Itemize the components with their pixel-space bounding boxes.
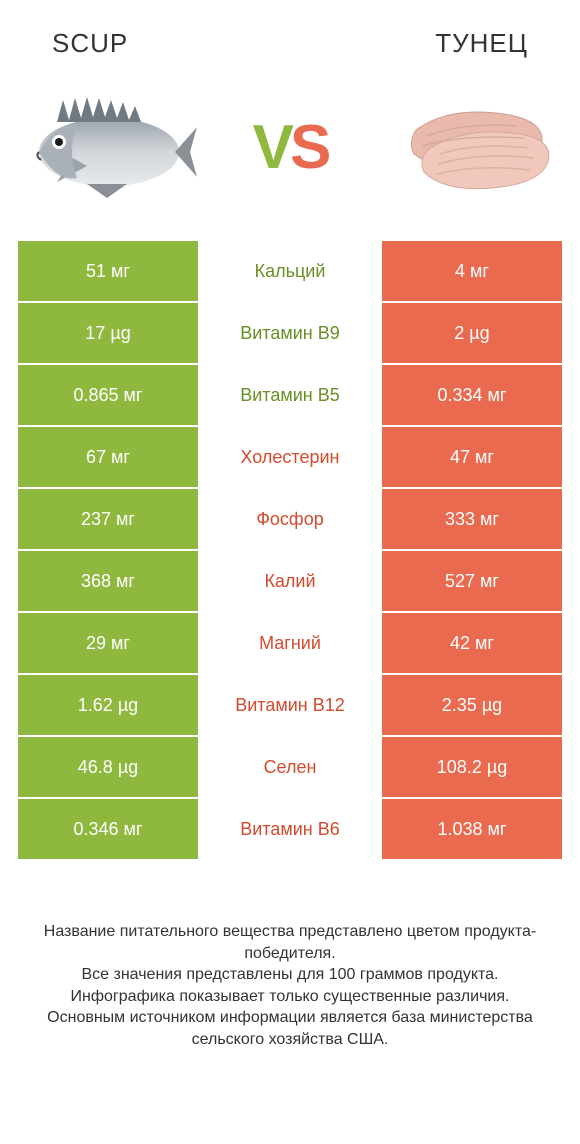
value-right: 0.334 мг	[382, 365, 562, 425]
footer-line: Инфографика показывает только существенн…	[18, 986, 562, 1008]
vs-s-letter: S	[290, 112, 327, 183]
value-right: 333 мг	[382, 489, 562, 549]
nutrient-label: Магний	[198, 613, 382, 673]
title-left: SCUP	[52, 28, 128, 59]
nutrient-label: Холестерин	[198, 427, 382, 487]
value-left: 17 µg	[18, 303, 198, 363]
table-row: 1.62 µgВитамин B122.35 µg	[18, 675, 562, 735]
value-left: 51 мг	[18, 241, 198, 301]
value-right: 108.2 µg	[382, 737, 562, 797]
value-right: 4 мг	[382, 241, 562, 301]
nutrient-label: Калий	[198, 551, 382, 611]
value-right: 2 µg	[382, 303, 562, 363]
table-row: 368 мгКалий527 мг	[18, 551, 562, 611]
value-right: 47 мг	[382, 427, 562, 487]
value-right: 42 мг	[382, 613, 562, 673]
tuna-image	[378, 77, 568, 217]
value-left: 67 мг	[18, 427, 198, 487]
title-right: ТУНЕЦ	[435, 28, 528, 59]
nutrient-label: Витамин B12	[198, 675, 382, 735]
footer-text: Название питательного вещества представл…	[0, 861, 580, 1051]
value-left: 0.865 мг	[18, 365, 198, 425]
table-row: 0.865 мгВитамин B50.334 мг	[18, 365, 562, 425]
value-right: 2.35 µg	[382, 675, 562, 735]
images-row: VS	[0, 59, 580, 241]
value-left: 29 мг	[18, 613, 198, 673]
table-row: 0.346 мгВитамин B61.038 мг	[18, 799, 562, 859]
footer-line: Название питательного вещества представл…	[18, 921, 562, 964]
value-left: 1.62 µg	[18, 675, 198, 735]
value-right: 527 мг	[382, 551, 562, 611]
scup-image	[12, 77, 202, 217]
nutrient-label: Фосфор	[198, 489, 382, 549]
value-right: 1.038 мг	[382, 799, 562, 859]
footer-line: Основным источником информации является …	[18, 1007, 562, 1050]
value-left: 368 мг	[18, 551, 198, 611]
table-row: 46.8 µgСелен108.2 µg	[18, 737, 562, 797]
table-row: 67 мгХолестерин47 мг	[18, 427, 562, 487]
nutrient-label: Кальций	[198, 241, 382, 301]
nutrient-table: 51 мгКальций4 мг17 µgВитамин B92 µg0.865…	[0, 241, 580, 861]
nutrient-label: Витамин B9	[198, 303, 382, 363]
table-row: 237 мгФосфор333 мг	[18, 489, 562, 549]
header: SCUP ТУНЕЦ	[0, 0, 580, 59]
value-left: 237 мг	[18, 489, 198, 549]
nutrient-label: Селен	[198, 737, 382, 797]
value-left: 0.346 мг	[18, 799, 198, 859]
footer-line: Все значения представлены для 100 граммо…	[18, 964, 562, 986]
nutrient-label: Витамин B6	[198, 799, 382, 859]
table-row: 51 мгКальций4 мг	[18, 241, 562, 301]
vs-badge: VS	[235, 92, 345, 202]
table-row: 29 мгМагний42 мг	[18, 613, 562, 673]
vs-v-letter: V	[253, 112, 290, 183]
value-left: 46.8 µg	[18, 737, 198, 797]
table-row: 17 µgВитамин B92 µg	[18, 303, 562, 363]
nutrient-label: Витамин B5	[198, 365, 382, 425]
